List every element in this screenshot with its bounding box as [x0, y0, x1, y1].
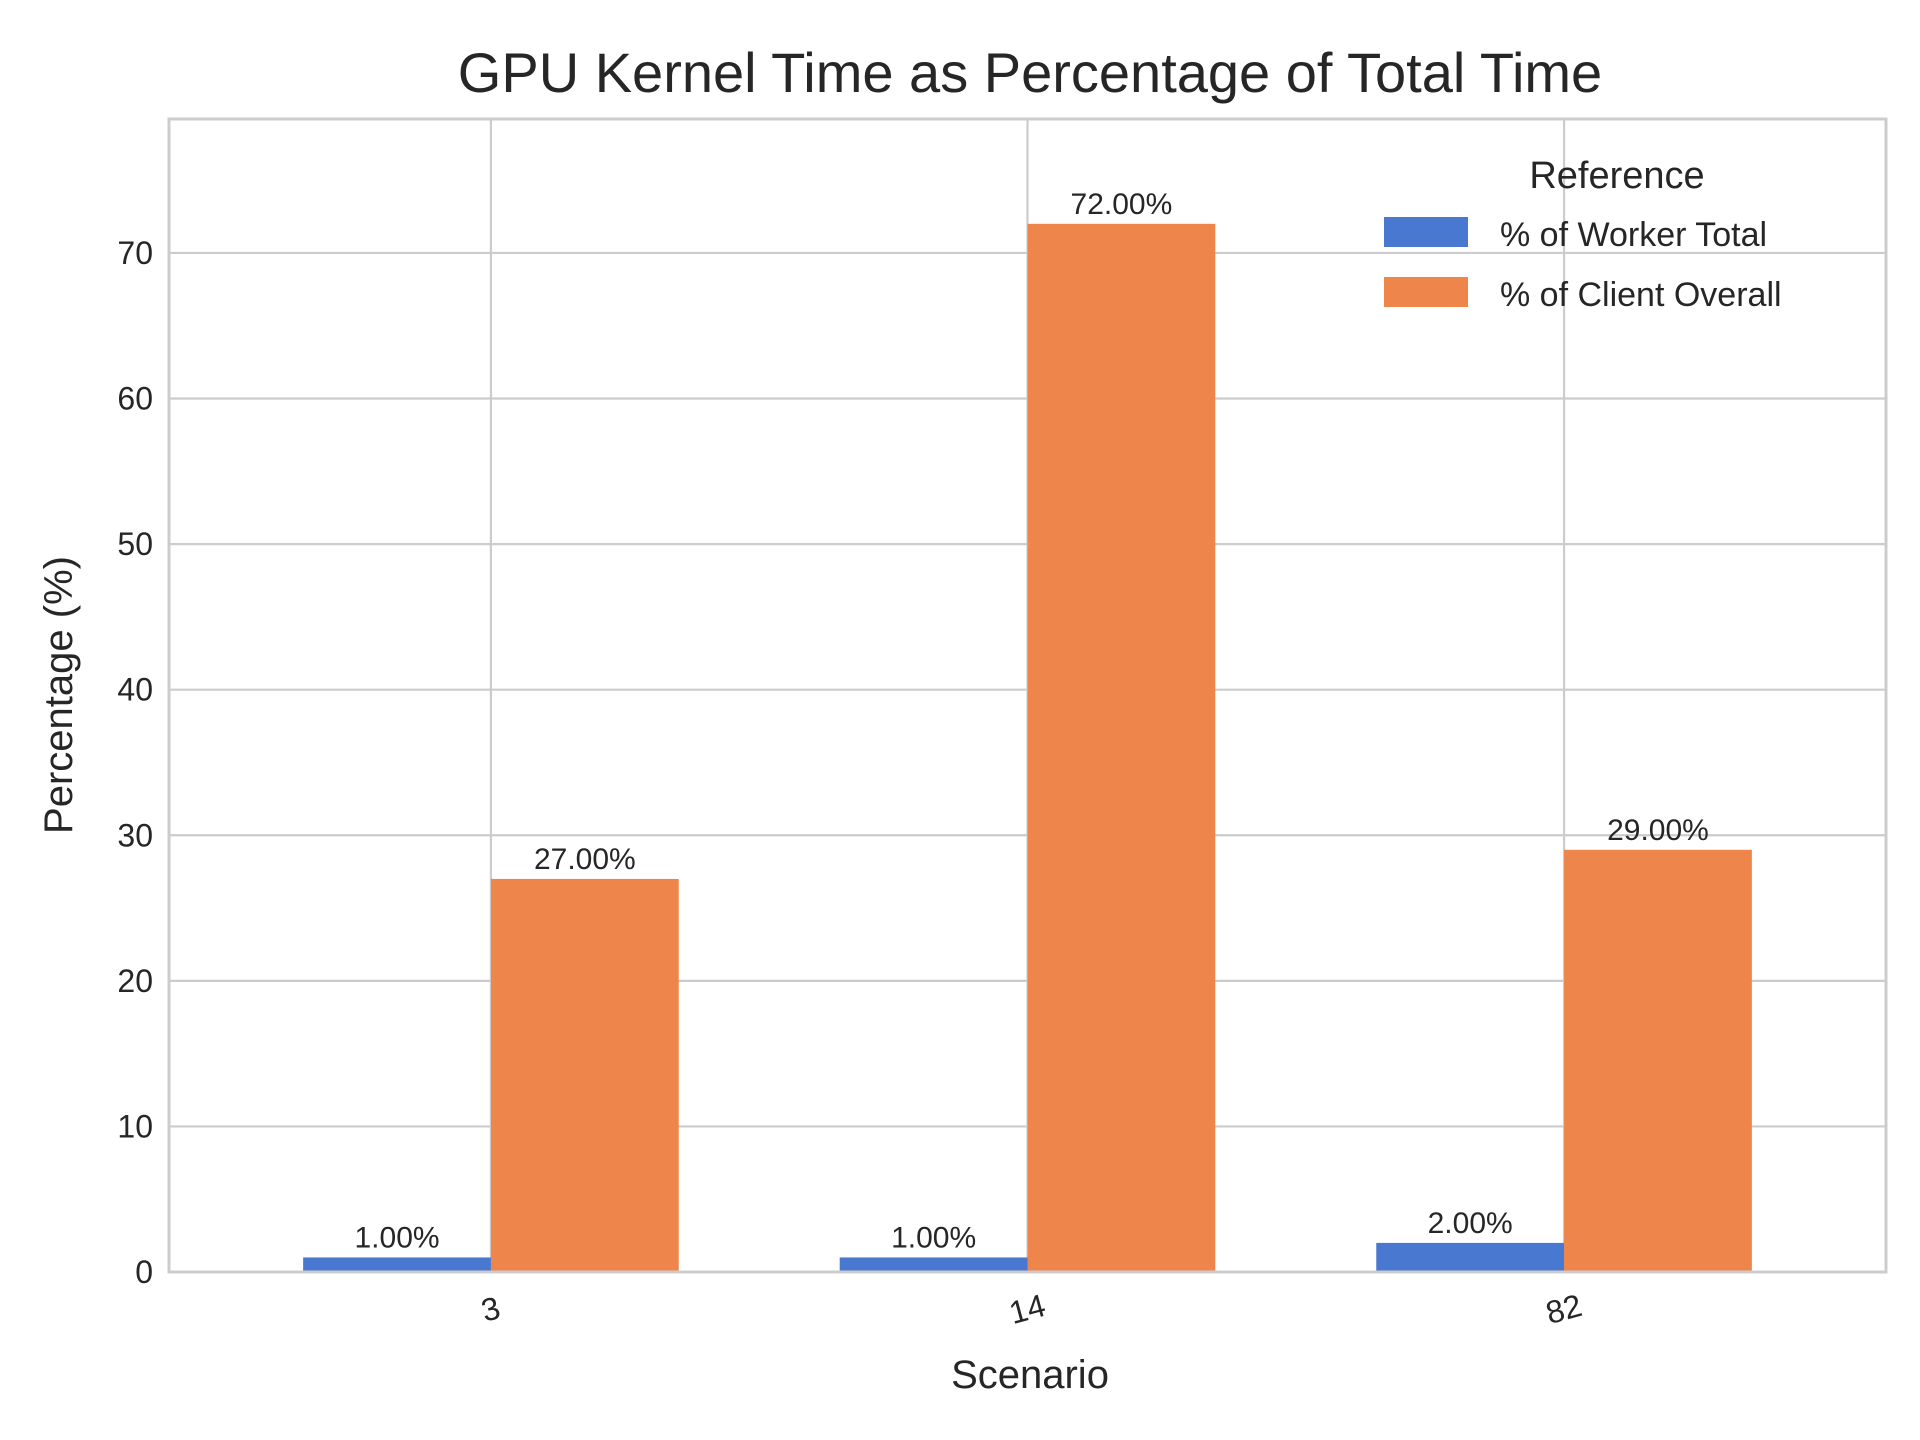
legend: Reference % of Worker Total % of Client O… — [1384, 155, 1782, 314]
y-tick-label: 0 — [135, 1254, 153, 1290]
y-tick-label: 10 — [117, 1108, 153, 1144]
y-tick-label: 70 — [117, 235, 153, 271]
legend-title: Reference — [1529, 155, 1704, 197]
y-axis-label: Percentage (%) — [37, 556, 81, 834]
x-tick-label: 14 — [1005, 1287, 1049, 1331]
bar — [1376, 1242, 1565, 1272]
x-axis-label: Scenario — [951, 1353, 1109, 1397]
y-tick-label: 40 — [117, 672, 153, 708]
bar-value-label: 1.00% — [891, 1221, 976, 1254]
y-tick-label: 20 — [117, 963, 153, 999]
bar-value-label: 1.00% — [355, 1221, 440, 1254]
y-tick-label: 60 — [117, 381, 153, 417]
bar-value-label: 72.00% — [1071, 188, 1173, 221]
legend-entry-label: % of Worker Total — [1500, 216, 1767, 254]
legend-swatch — [1384, 217, 1468, 247]
bar-value-label: 27.00% — [534, 843, 636, 876]
y-tick-label: 30 — [117, 817, 153, 853]
bar — [839, 1257, 1028, 1272]
x-axis-ticks: 3 14 82 — [477, 1287, 1585, 1331]
y-tick-label: 50 — [117, 526, 153, 562]
bar — [490, 878, 679, 1272]
x-tick-label: 3 — [477, 1289, 504, 1328]
legend-entry-label: % of Client Overall — [1500, 276, 1782, 314]
bar — [1027, 223, 1216, 1273]
legend-swatch — [1384, 277, 1468, 307]
bar-value-label: 2.00% — [1428, 1207, 1513, 1240]
bars — [303, 223, 1752, 1273]
x-tick-label: 82 — [1542, 1287, 1586, 1331]
data-labels: 1.00% 1.00% 2.00% 27.00% 72.00% 29.00% — [355, 188, 1709, 1255]
chart-title: GPU Kernel Time as Percentage of Total T… — [458, 41, 1602, 104]
bar-value-label: 29.00% — [1607, 814, 1709, 847]
plot-frame — [167, 117, 1888, 1274]
y-axis-ticks: 0 10 20 30 40 50 60 70 — [117, 235, 153, 1290]
bar — [1564, 849, 1752, 1272]
bar — [303, 1257, 491, 1272]
